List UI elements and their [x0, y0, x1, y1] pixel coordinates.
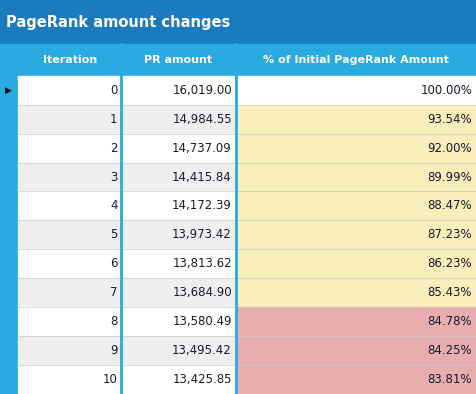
Bar: [236, 278, 476, 307]
Text: 3: 3: [110, 171, 118, 184]
Text: ▶: ▶: [5, 85, 12, 95]
Text: 6: 6: [110, 257, 118, 270]
Bar: [18, 249, 236, 278]
Bar: [236, 76, 476, 104]
Text: 16,019.00: 16,019.00: [172, 84, 232, 97]
Bar: [236, 191, 476, 221]
Text: 87.23%: 87.23%: [427, 229, 472, 242]
Text: 93.54%: 93.54%: [427, 113, 472, 126]
Bar: [0, 44, 18, 394]
Text: 13,813.62: 13,813.62: [172, 257, 232, 270]
Bar: [18, 365, 236, 394]
Bar: [236, 104, 476, 134]
Text: 85.43%: 85.43%: [428, 286, 472, 299]
Bar: [18, 278, 236, 307]
Text: 4: 4: [110, 199, 118, 212]
Bar: [18, 44, 476, 76]
Text: 13,973.42: 13,973.42: [172, 229, 232, 242]
Bar: [236, 365, 476, 394]
Bar: [18, 76, 236, 104]
Text: 14,737.09: 14,737.09: [172, 141, 232, 154]
Text: 14,415.84: 14,415.84: [172, 171, 232, 184]
Text: 13,580.49: 13,580.49: [172, 315, 232, 328]
Text: 1: 1: [110, 113, 118, 126]
Text: 5: 5: [110, 229, 118, 242]
Text: PageRank amount changes: PageRank amount changes: [6, 15, 230, 30]
Bar: [18, 134, 236, 162]
Text: 7: 7: [110, 286, 118, 299]
Text: 86.23%: 86.23%: [427, 257, 472, 270]
Bar: [18, 307, 236, 336]
Text: 92.00%: 92.00%: [427, 141, 472, 154]
Bar: [236, 249, 476, 278]
Text: 8: 8: [110, 315, 118, 328]
Text: 13,425.85: 13,425.85: [172, 373, 232, 386]
Text: 14,172.39: 14,172.39: [172, 199, 232, 212]
Text: 9: 9: [110, 344, 118, 357]
Text: 84.78%: 84.78%: [427, 315, 472, 328]
Bar: [236, 307, 476, 336]
Bar: [18, 162, 236, 191]
Bar: [236, 336, 476, 365]
Text: 0: 0: [110, 84, 118, 97]
Bar: [18, 104, 236, 134]
Bar: [18, 336, 236, 365]
Text: 2: 2: [110, 141, 118, 154]
Text: 88.47%: 88.47%: [427, 199, 472, 212]
Bar: [236, 221, 476, 249]
Text: 100.00%: 100.00%: [420, 84, 472, 97]
Text: 89.99%: 89.99%: [427, 171, 472, 184]
Text: 13,684.90: 13,684.90: [172, 286, 232, 299]
Text: Iteration: Iteration: [43, 55, 97, 65]
Text: % of Initial PageRank Amount: % of Initial PageRank Amount: [263, 55, 449, 65]
Text: 10: 10: [103, 373, 118, 386]
Text: 13,495.42: 13,495.42: [172, 344, 232, 357]
Text: PR amount: PR amount: [144, 55, 213, 65]
Text: 83.81%: 83.81%: [428, 373, 472, 386]
Bar: [0, 0, 476, 44]
Text: 84.25%: 84.25%: [427, 344, 472, 357]
Bar: [236, 162, 476, 191]
Bar: [18, 191, 236, 221]
Bar: [236, 134, 476, 162]
Bar: [18, 221, 236, 249]
Text: 14,984.55: 14,984.55: [172, 113, 232, 126]
